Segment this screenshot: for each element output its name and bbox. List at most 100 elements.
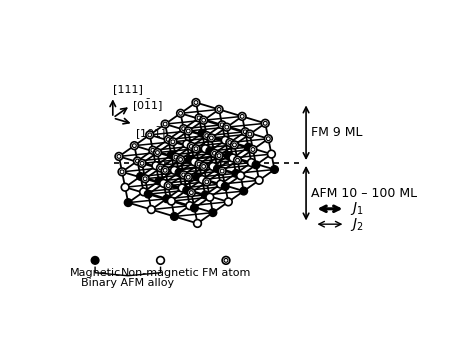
Text: FM 9 ML: FM 9 ML: [310, 126, 362, 139]
Circle shape: [134, 157, 141, 165]
Circle shape: [237, 172, 245, 179]
Circle shape: [214, 165, 221, 173]
Circle shape: [252, 161, 260, 169]
Circle shape: [219, 167, 226, 175]
Circle shape: [240, 187, 247, 195]
Circle shape: [164, 182, 172, 190]
Circle shape: [192, 99, 200, 106]
Circle shape: [194, 173, 201, 181]
Circle shape: [160, 179, 167, 187]
Circle shape: [209, 163, 217, 170]
Circle shape: [184, 173, 192, 181]
Circle shape: [149, 146, 157, 154]
Circle shape: [124, 199, 132, 206]
Circle shape: [215, 106, 223, 113]
Circle shape: [225, 152, 232, 160]
Circle shape: [245, 143, 252, 151]
Circle shape: [177, 155, 184, 163]
Circle shape: [229, 154, 237, 162]
Text: Binary AFM alloy: Binary AFM alloy: [81, 278, 174, 288]
Circle shape: [191, 158, 198, 166]
Circle shape: [171, 213, 178, 220]
Circle shape: [184, 127, 192, 135]
Text: [10$\bar{1}$]: [10$\bar{1}$]: [135, 125, 166, 142]
Circle shape: [188, 189, 195, 196]
Circle shape: [145, 190, 152, 198]
Circle shape: [198, 176, 206, 183]
Circle shape: [137, 173, 145, 180]
Circle shape: [247, 159, 255, 166]
Circle shape: [118, 168, 126, 176]
Circle shape: [140, 188, 147, 196]
Circle shape: [164, 136, 172, 143]
Circle shape: [178, 184, 186, 192]
Circle shape: [155, 177, 163, 185]
Circle shape: [171, 166, 178, 174]
Circle shape: [161, 120, 169, 128]
Circle shape: [154, 149, 161, 157]
Circle shape: [130, 142, 138, 149]
Circle shape: [91, 256, 99, 264]
Circle shape: [180, 125, 188, 133]
Circle shape: [198, 130, 206, 137]
Circle shape: [203, 178, 210, 186]
Circle shape: [232, 169, 240, 177]
Circle shape: [222, 256, 230, 264]
Text: Magnetic: Magnetic: [70, 268, 121, 278]
Circle shape: [157, 164, 164, 172]
Circle shape: [221, 182, 229, 190]
Circle shape: [115, 152, 123, 160]
Circle shape: [223, 123, 231, 131]
Circle shape: [200, 163, 208, 170]
Circle shape: [200, 116, 208, 124]
Circle shape: [191, 204, 198, 212]
Text: $J_2$: $J_2$: [350, 216, 364, 233]
Circle shape: [231, 141, 238, 149]
Circle shape: [188, 143, 195, 150]
Circle shape: [146, 131, 154, 139]
Circle shape: [201, 191, 209, 199]
Circle shape: [157, 256, 164, 264]
Text: [111]: [111]: [113, 84, 143, 94]
Circle shape: [217, 180, 225, 188]
Circle shape: [267, 150, 275, 158]
Circle shape: [172, 153, 180, 161]
Circle shape: [241, 128, 249, 136]
Circle shape: [186, 155, 194, 163]
Text: [0$\bar{1}$1]: [0$\bar{1}$1]: [132, 98, 163, 114]
Circle shape: [161, 166, 169, 174]
Circle shape: [234, 157, 241, 164]
Circle shape: [167, 151, 175, 159]
Circle shape: [203, 132, 210, 139]
Circle shape: [219, 121, 226, 129]
Circle shape: [264, 135, 272, 143]
Circle shape: [169, 138, 177, 146]
Circle shape: [271, 166, 278, 173]
Circle shape: [215, 152, 223, 160]
Circle shape: [147, 206, 155, 213]
Circle shape: [175, 169, 183, 176]
Circle shape: [255, 176, 263, 184]
Circle shape: [167, 197, 175, 205]
Circle shape: [209, 209, 217, 217]
Circle shape: [238, 113, 246, 120]
Circle shape: [183, 187, 191, 194]
Circle shape: [249, 146, 257, 153]
Circle shape: [180, 171, 188, 179]
Text: Non-magnetic: Non-magnetic: [121, 268, 200, 278]
Circle shape: [206, 193, 214, 201]
Circle shape: [246, 130, 254, 138]
Circle shape: [195, 114, 203, 122]
Circle shape: [221, 136, 229, 144]
Circle shape: [208, 134, 215, 142]
Circle shape: [183, 140, 191, 148]
Circle shape: [192, 145, 200, 152]
Circle shape: [177, 109, 184, 117]
Text: AFM 10 – 100 ML: AFM 10 – 100 ML: [310, 187, 417, 200]
Text: FM atom: FM atom: [202, 268, 250, 278]
Circle shape: [138, 160, 146, 167]
Circle shape: [206, 147, 214, 155]
Circle shape: [121, 183, 129, 191]
Circle shape: [163, 195, 171, 203]
Circle shape: [210, 149, 219, 157]
